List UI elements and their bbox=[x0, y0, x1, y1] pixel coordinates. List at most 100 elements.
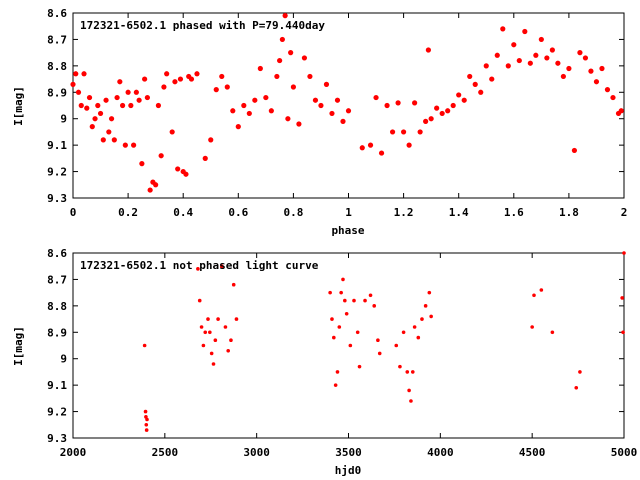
phased-data-point bbox=[334, 97, 341, 103]
phased-data-point bbox=[175, 166, 181, 172]
unphased-data-point bbox=[201, 343, 206, 348]
unphased-x-tick-label: 2000 bbox=[60, 446, 87, 459]
unphased-y-ticks: 8.6 8.7 8.8 8.9 9 9.1 9.2 9.3 bbox=[47, 247, 624, 445]
phased-data-point bbox=[340, 118, 346, 124]
phased-data-point bbox=[257, 65, 263, 72]
phased-data-point bbox=[618, 108, 624, 114]
unphased-data-point bbox=[620, 296, 624, 300]
phased-data-point bbox=[177, 76, 184, 82]
phased-data-point bbox=[213, 87, 219, 93]
phased-y-tick-label: 8.6 bbox=[47, 7, 67, 20]
phased-data-point bbox=[417, 129, 423, 135]
phased-data-point bbox=[274, 73, 280, 80]
phased-data-point bbox=[511, 42, 517, 48]
phased-data-point bbox=[500, 26, 506, 32]
phased-data-point bbox=[155, 102, 162, 109]
phased-data-point bbox=[89, 124, 95, 130]
unphased-data-point bbox=[405, 370, 410, 374]
phased-data-point bbox=[95, 102, 101, 109]
unphased-data-point bbox=[199, 325, 204, 329]
phased-data-point bbox=[439, 110, 445, 117]
unphased-data-point bbox=[206, 317, 210, 321]
unphased-x-tick-label: 2500 bbox=[152, 446, 179, 459]
phased-data-point bbox=[81, 71, 87, 77]
unphased-data-point bbox=[332, 335, 336, 340]
phased-data-point bbox=[75, 89, 82, 95]
unphased-x-ticks: 2000 2500 3000 3500 4000 4500 5000 bbox=[60, 253, 637, 459]
unphased-data-point bbox=[376, 338, 380, 343]
phased-x-tick-label: 2 bbox=[621, 206, 628, 219]
unphased-data-point bbox=[355, 330, 360, 335]
unphased-data-point bbox=[203, 330, 208, 335]
phased-data-point bbox=[263, 94, 269, 101]
phased-x-tick-label: 1.8 bbox=[559, 206, 579, 219]
phased-data-point bbox=[288, 50, 294, 56]
phased-data-point bbox=[367, 142, 374, 148]
phased-data-point bbox=[533, 52, 539, 58]
phased-data-point bbox=[100, 137, 106, 143]
unphased-data-point bbox=[368, 293, 373, 298]
phased-data-point bbox=[412, 100, 418, 106]
phased-data-point bbox=[599, 65, 605, 72]
unphased-data-point bbox=[352, 298, 356, 303]
phased-x-ticks: 0 0.2 0.4 0.6 0.8 1 1.2 1.4 1.6 1.8 2 bbox=[70, 13, 628, 219]
phased-data-point bbox=[425, 47, 431, 53]
phased-data-point bbox=[318, 102, 324, 109]
phased-data-point bbox=[282, 13, 288, 19]
phased-data-point bbox=[604, 87, 611, 93]
phased-data-point bbox=[450, 102, 456, 109]
phased-data-point bbox=[119, 102, 126, 109]
phased-data-point bbox=[183, 171, 189, 177]
unphased-data-point bbox=[427, 290, 432, 295]
unphased-y-tick-label: 9.1 bbox=[47, 379, 67, 392]
phased-y-tick-label: 9.3 bbox=[47, 192, 67, 205]
phased-x-tick-label: 1.6 bbox=[504, 206, 524, 219]
unphased-data-point bbox=[550, 330, 555, 335]
phased-data-point bbox=[406, 142, 412, 148]
phased-data-point bbox=[445, 108, 451, 114]
phased-data-point bbox=[235, 124, 241, 130]
phased-data-point bbox=[516, 57, 522, 64]
phased-data-point bbox=[307, 73, 313, 80]
phased-data-point bbox=[188, 76, 195, 82]
unphased-data-point bbox=[328, 290, 332, 295]
phased-data-point bbox=[169, 129, 175, 135]
unphased-y-tick-label: 8.6 bbox=[47, 247, 67, 260]
phased-data-point bbox=[461, 97, 467, 103]
phased-data-point bbox=[70, 81, 76, 87]
phased-data-point bbox=[128, 102, 134, 109]
phased-data-point bbox=[571, 147, 578, 154]
phased-y-tick-label: 9.1 bbox=[47, 139, 67, 152]
phased-x-tick-label: 0.2 bbox=[118, 206, 138, 219]
phased-data-point bbox=[194, 71, 200, 77]
phased-data-point bbox=[290, 84, 296, 90]
phased-data-point bbox=[582, 55, 589, 61]
phased-data-point bbox=[279, 36, 285, 43]
unphased-data-point bbox=[532, 293, 536, 298]
unphased-data-point bbox=[229, 338, 233, 343]
unphased-data-point bbox=[420, 317, 424, 321]
unphased-data-point bbox=[211, 362, 216, 366]
phased-x-tick-label: 1.2 bbox=[394, 206, 414, 219]
phased-data-point bbox=[147, 187, 153, 193]
phased-data-point bbox=[252, 97, 258, 103]
phased-data-point bbox=[395, 100, 401, 106]
phased-data-point bbox=[97, 110, 104, 117]
unphased-data-point bbox=[335, 370, 340, 374]
unphased-data-point bbox=[412, 325, 417, 329]
unphased-data-point bbox=[339, 290, 343, 295]
phased-data-point bbox=[84, 105, 90, 111]
unphased-data-point bbox=[377, 351, 382, 356]
phased-data-point bbox=[566, 65, 572, 72]
phased-data-point bbox=[78, 102, 84, 109]
unphased-data-point bbox=[219, 264, 224, 269]
phased-data-point bbox=[86, 94, 93, 101]
phased-x-tick-label: 0 bbox=[70, 206, 77, 219]
unphased-data-point bbox=[337, 325, 342, 329]
phased-y-ticks: 8.6 8.7 8.8 8.9 9 9.1 9.2 9.3 bbox=[47, 7, 624, 205]
phased-data-point bbox=[92, 116, 98, 122]
unphased-y-axis-label: I[mag] bbox=[12, 326, 25, 366]
unphased-data-point bbox=[423, 304, 428, 308]
unphased-data-point bbox=[429, 314, 433, 319]
